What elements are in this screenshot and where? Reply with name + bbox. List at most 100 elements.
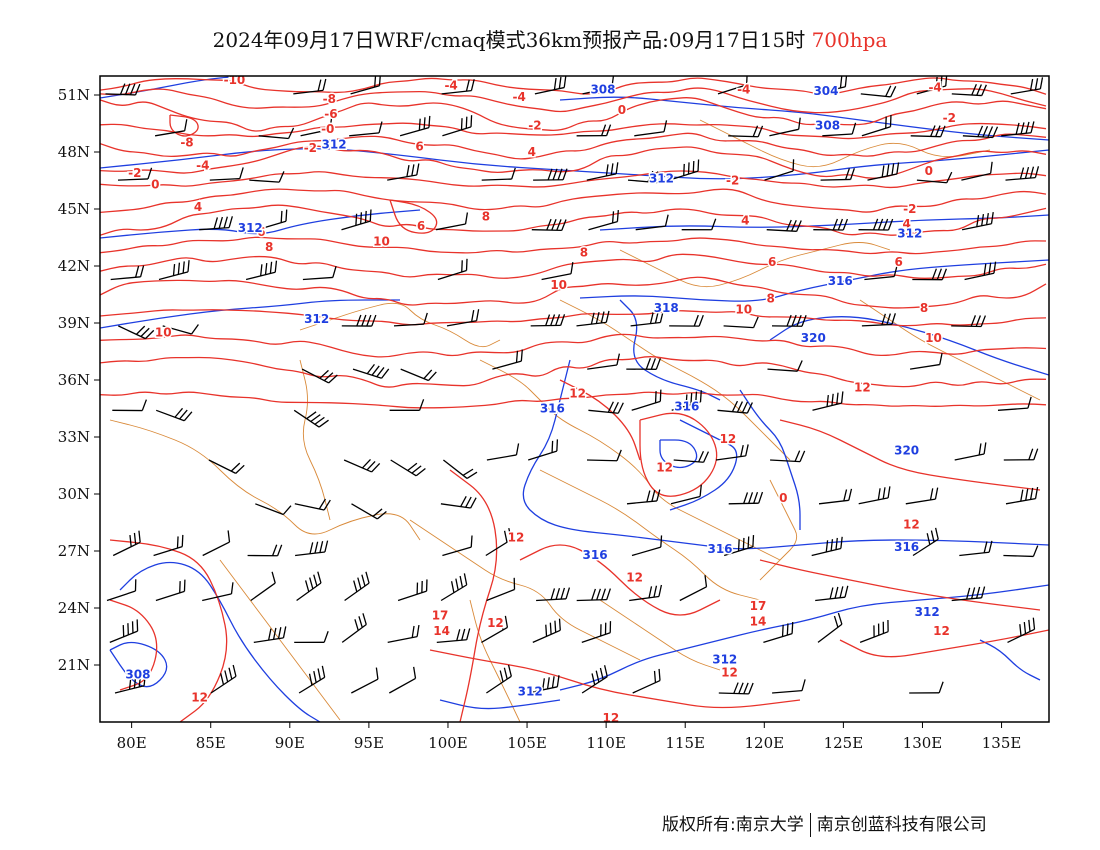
temperature-label: 12 [191,690,208,704]
temperature-label: -2 [726,174,739,188]
temperature-contour [109,599,158,691]
wind-barb [492,349,523,370]
wind-barb [437,258,468,281]
wind-barb [250,571,276,602]
wind-barb [249,171,285,183]
wind-barb [679,575,708,602]
wind-barb [442,115,473,137]
wind-barb [724,535,755,557]
wind-barb [816,76,848,95]
wind-barb [910,352,943,370]
wind-barb [858,218,894,231]
copyright-company: 南京创蓝科技有限公司 [816,815,987,835]
wind-barb [718,682,754,695]
wind-barb [576,124,612,137]
wind-barb [581,665,608,694]
wind-barb [728,125,764,138]
wind-barb [812,391,844,411]
lon-tick-label: 95E [354,734,384,752]
temperature-contour [100,97,1047,132]
wind-barb [626,489,661,505]
geopotential-contour [439,699,561,710]
temperature-label: -2 [528,118,541,132]
wind-barb [635,214,669,231]
temperature-contour [519,544,721,616]
temperature-contour [100,253,1047,279]
wind-barb [442,535,473,557]
wind-barb [158,260,190,281]
wind-barb [632,668,661,694]
geopotential-label: 312 [238,221,263,235]
temperature-label: 0 [151,177,159,191]
temperature-label: -4 [512,90,525,104]
wind-barb [770,450,806,463]
temperature-label: 12 [720,432,737,446]
temperature-label: -2 [128,166,141,180]
temperature-label: 12 [903,517,920,531]
lon-tick-label: 85E [196,734,226,752]
lat-tick-label: 48N [58,143,90,161]
lon-tick-label: 125E [824,734,864,752]
geopotential-contour [559,96,1049,141]
temperature-label: 12 [603,711,620,725]
wind-barb [634,120,668,137]
wind-barb [435,212,469,231]
wind-barb [352,364,390,379]
wind-barb [530,314,566,327]
title-level: 700hpa [811,28,888,52]
temperature-label: 14 [750,614,767,628]
wind-barb [296,571,322,602]
wind-barb [341,613,367,643]
wind-barb [400,368,437,382]
temperature-contour [100,77,1047,95]
wind-barb [769,117,801,137]
temperature-label: 14 [433,624,450,638]
wind-barb [910,125,946,138]
wind-barb [387,163,420,181]
wind-barb [818,488,853,505]
temperature-contour [639,412,718,497]
wind-barb [962,125,999,139]
boundary-line [219,559,341,721]
wind-barb [717,76,748,95]
temperature-label: 4 [528,145,536,159]
geopotential-label: 312 [304,312,329,326]
wind-barb [389,399,425,411]
wind-barb [293,409,329,428]
wind-barb [588,209,619,231]
wind-barb [536,587,571,602]
temperature-contour [100,356,1047,388]
temperature-contour [100,309,1047,327]
temperature-contour [109,539,228,722]
geopotential-label: 320 [894,443,919,457]
wind-barb [300,117,333,137]
temperature-contour [100,276,1047,309]
temperature-contour [839,629,1049,658]
wind-barb [859,619,889,644]
temperature-contour [100,333,1047,358]
wind-barb [258,127,295,140]
lon-tick-label: 80E [117,734,147,752]
wind-barb [486,443,520,461]
wind-barb [106,579,137,602]
boundary-line [559,299,791,461]
wind-barb [105,83,141,96]
geopotential-contour [599,214,1049,231]
geopotential-contour [739,389,801,530]
temperature-label: -8 [323,92,336,106]
wind-barb [669,159,700,181]
wind-barb [961,212,994,231]
wind-barb [162,324,199,335]
lon-tick-label: 105E [507,734,547,752]
temperature-label: 6 [257,225,265,239]
wind-barb [154,119,188,137]
wind-barb [301,368,338,384]
boundary-line [299,359,331,521]
wind-barb [532,618,561,643]
geopotential-label: 316 [828,274,853,288]
geopotential-contour [619,299,721,401]
geopotential-label: 316 [707,542,732,556]
geopotential-contour [579,259,1049,302]
